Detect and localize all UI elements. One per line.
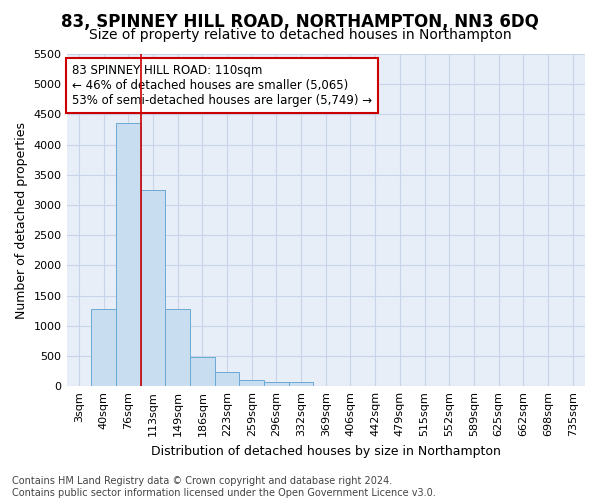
Bar — [116, 124, 140, 386]
Bar — [239, 380, 264, 386]
Bar — [165, 309, 190, 386]
Bar — [91, 309, 116, 386]
Y-axis label: Number of detached properties: Number of detached properties — [15, 122, 28, 318]
X-axis label: Distribution of detached houses by size in Northampton: Distribution of detached houses by size … — [151, 444, 501, 458]
Bar — [215, 372, 239, 386]
Bar — [289, 382, 313, 386]
Text: Contains HM Land Registry data © Crown copyright and database right 2024.
Contai: Contains HM Land Registry data © Crown c… — [12, 476, 436, 498]
Text: 83 SPINNEY HILL ROAD: 110sqm
← 46% of detached houses are smaller (5,065)
53% of: 83 SPINNEY HILL ROAD: 110sqm ← 46% of de… — [72, 64, 372, 107]
Bar — [140, 190, 165, 386]
Bar — [264, 382, 289, 386]
Text: Size of property relative to detached houses in Northampton: Size of property relative to detached ho… — [89, 28, 511, 42]
Text: 83, SPINNEY HILL ROAD, NORTHAMPTON, NN3 6DQ: 83, SPINNEY HILL ROAD, NORTHAMPTON, NN3 … — [61, 12, 539, 30]
Bar — [190, 357, 215, 386]
